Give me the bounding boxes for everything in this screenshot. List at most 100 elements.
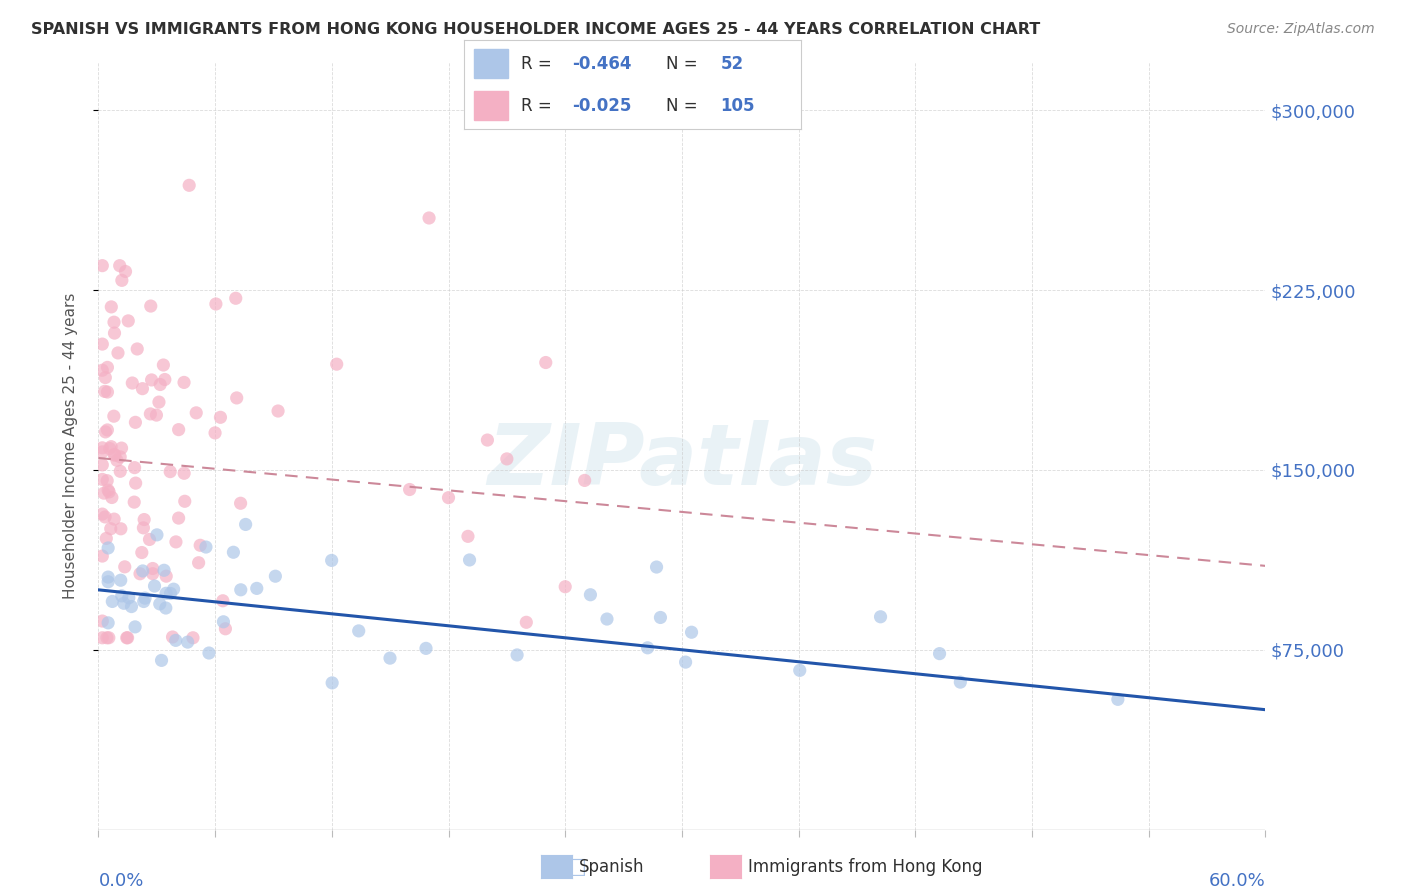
Point [103, 447, 125, 461]
Point [100, 300, 122, 314]
Point [574, 474, 596, 488]
Point [165, 633, 187, 648]
Point [96, 360, 118, 375]
Point [96, 384, 118, 399]
Point [98, 442, 121, 456]
Text: R =: R = [522, 96, 557, 115]
Point [159, 586, 181, 600]
Point [134, 512, 156, 526]
Text: SPANISH VS IMMIGRANTS FROM HONG KONG HOUSEHOLDER INCOME AGES 25 - 44 YEARS CORRE: SPANISH VS IMMIGRANTS FROM HONG KONG HOU… [31, 22, 1040, 37]
Point [91, 631, 114, 645]
Point [124, 620, 146, 634]
Point [146, 528, 169, 542]
Text: N =: N = [666, 54, 697, 73]
Point [115, 631, 138, 645]
Point [165, 535, 187, 549]
Point [122, 495, 145, 509]
Point [103, 512, 125, 526]
Point [110, 464, 132, 478]
Point [131, 545, 153, 559]
Point [209, 410, 232, 425]
Point [159, 465, 181, 479]
Point [415, 641, 437, 656]
Point [127, 342, 149, 356]
Point [91, 337, 114, 351]
Point [229, 496, 252, 510]
Point [94, 370, 117, 384]
Point [101, 491, 124, 505]
Point [179, 178, 201, 193]
Point [477, 433, 499, 447]
Text: 60.0%: 60.0% [1209, 871, 1265, 889]
Point [176, 635, 198, 649]
Text: Immigrants from Hong Kong: Immigrants from Hong Kong [748, 858, 983, 876]
Point [928, 647, 950, 661]
Point [149, 377, 172, 392]
Point [91, 614, 114, 628]
Point [225, 291, 247, 305]
Point [225, 391, 247, 405]
Point [181, 631, 204, 645]
Point [235, 517, 257, 532]
Point [101, 594, 124, 608]
Point [124, 415, 146, 429]
Point [173, 376, 195, 390]
Point [94, 510, 117, 524]
Point [267, 404, 290, 418]
Point [681, 625, 703, 640]
Point [138, 533, 160, 547]
Point [211, 594, 233, 608]
Point [650, 610, 672, 624]
Point [132, 521, 155, 535]
Point [321, 553, 343, 567]
Text: Source: ZipAtlas.com: Source: ZipAtlas.com [1227, 22, 1375, 37]
Text: Spanish: Spanish [579, 858, 645, 876]
Point [134, 591, 156, 606]
Text: □: □ [567, 857, 586, 877]
Point [91, 441, 114, 455]
Point [418, 211, 440, 225]
Point [155, 569, 177, 583]
Point [149, 597, 172, 611]
Point [103, 409, 125, 424]
Point [139, 299, 162, 313]
Point [121, 376, 143, 390]
Text: 105: 105 [720, 96, 755, 115]
Point [117, 631, 139, 645]
Point [162, 630, 184, 644]
Point [93, 384, 115, 399]
Point [222, 545, 245, 559]
Point [108, 450, 131, 464]
Point [111, 273, 134, 287]
Point [534, 355, 557, 369]
Point [347, 624, 370, 638]
Text: R =: R = [522, 54, 557, 73]
Point [121, 599, 143, 614]
Point [205, 297, 228, 311]
Point [131, 382, 153, 396]
Point [1107, 692, 1129, 706]
Y-axis label: Householder Income Ages 25 - 44 years: Householder Income Ages 25 - 44 years [63, 293, 77, 599]
Point [100, 440, 122, 454]
Point [212, 615, 235, 629]
Point [141, 373, 163, 387]
Point [139, 407, 162, 421]
Point [91, 259, 114, 273]
Point [869, 609, 891, 624]
Point [789, 664, 811, 678]
Point [162, 582, 184, 597]
Point [515, 615, 537, 630]
Point [152, 358, 174, 372]
Point [173, 467, 195, 481]
Point [188, 538, 211, 552]
Point [214, 622, 236, 636]
Point [118, 591, 141, 605]
Point [110, 522, 132, 536]
Text: N =: N = [666, 96, 697, 115]
Point [457, 529, 479, 543]
Point [148, 395, 170, 409]
Point [97, 574, 120, 589]
Text: 0.0%: 0.0% [98, 871, 143, 889]
Point [108, 259, 131, 273]
Point [186, 406, 208, 420]
